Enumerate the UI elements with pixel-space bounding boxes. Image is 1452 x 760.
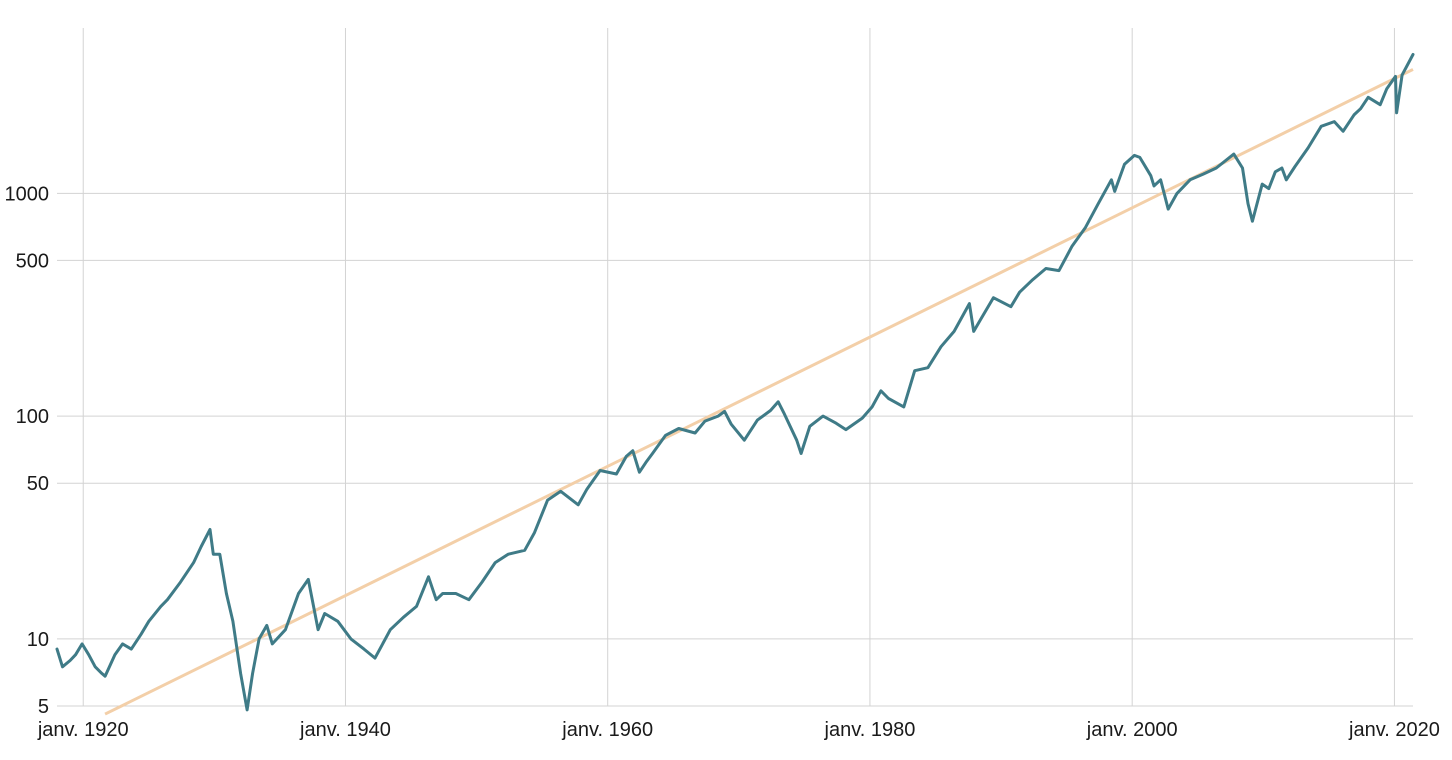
y-tick-label: 5 xyxy=(38,696,49,718)
x-tick-label: janv. 2000 xyxy=(1086,719,1178,741)
x-tick-label: janv. 1920 xyxy=(37,719,129,741)
x-tick-label: janv. 1980 xyxy=(824,719,916,741)
y-axis-tick-labels: 5 10 50 100 500 1000 xyxy=(5,183,50,718)
y-tick-label: 50 xyxy=(27,473,49,495)
x-axis-tick-labels: janv. 1920 janv. 1940 janv. 1960 janv. 1980… xyxy=(37,719,1440,741)
vertical-grid xyxy=(82,28,1395,706)
y-tick-label: 100 xyxy=(16,406,49,428)
series-layer xyxy=(55,53,1415,712)
x-tick-label: janv. 1960 xyxy=(561,719,653,741)
y-tick-label: 1000 xyxy=(5,183,50,205)
y-tick-label: 10 xyxy=(27,629,49,651)
horizontal-grid xyxy=(57,192,1413,707)
y-tick-label: 500 xyxy=(16,250,49,272)
x-tick-label: janv. 1940 xyxy=(299,719,391,741)
x-tick-label: janv. 2020 xyxy=(1348,719,1440,741)
index-series-line xyxy=(55,53,1415,712)
